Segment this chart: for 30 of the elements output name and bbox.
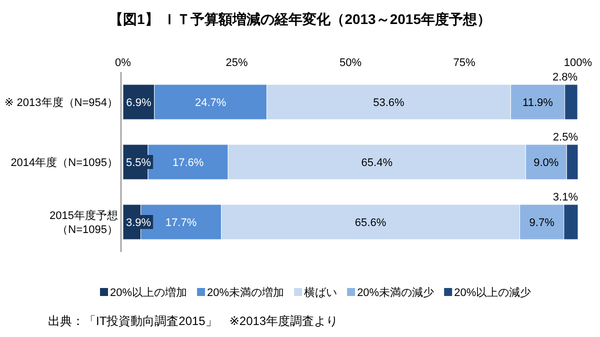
data-label: 17.7%	[165, 217, 197, 229]
chart-title: 【図1】 ＩＴ予算額増減の経年変化（2013～2015年度予想）	[109, 11, 491, 27]
legend-label: 横ばい	[304, 286, 338, 299]
source-note: 出典：「IT投資動向調査2015」 ※2013年度調査より	[48, 314, 338, 328]
y-tick-label: 2014年度（N=1095）	[10, 156, 118, 169]
data-label: 17.6%	[172, 157, 204, 169]
data-label: 65.4%	[361, 157, 393, 169]
data-label: 3.9%	[126, 217, 152, 229]
legend-label: 20%未満の増加	[207, 286, 284, 299]
legend-label: 20%以上の増加	[110, 286, 188, 299]
data-label: 3.1%	[552, 192, 578, 204]
data-label: 11.9%	[522, 97, 554, 109]
x-tick-label: 100%	[564, 57, 592, 69]
y-tick-label: 2015年度予想（N=1095）	[50, 209, 118, 236]
x-tick-label: 50%	[339, 57, 362, 69]
x-tick-label: 25%	[226, 57, 248, 69]
legend-label: 20%未満の減少	[357, 286, 434, 299]
data-label: 9.7%	[529, 217, 555, 229]
data-label: 9.0%	[534, 157, 559, 169]
legend-label: 20%以上の減少	[454, 286, 532, 299]
data-label: 24.7%	[194, 97, 226, 109]
data-label: 2.8%	[552, 72, 578, 84]
data-label: 53.6%	[373, 97, 405, 109]
x-tick-label: 0%	[115, 57, 132, 69]
x-tick-label: 75%	[453, 57, 476, 69]
data-label: 65.6%	[354, 217, 386, 229]
data-label: 6.9%	[126, 97, 152, 109]
data-label: 5.5%	[126, 157, 152, 169]
y-tick-label: ※ 2013年度（N=954）	[4, 96, 118, 109]
data-label: 2.5%	[552, 132, 578, 144]
